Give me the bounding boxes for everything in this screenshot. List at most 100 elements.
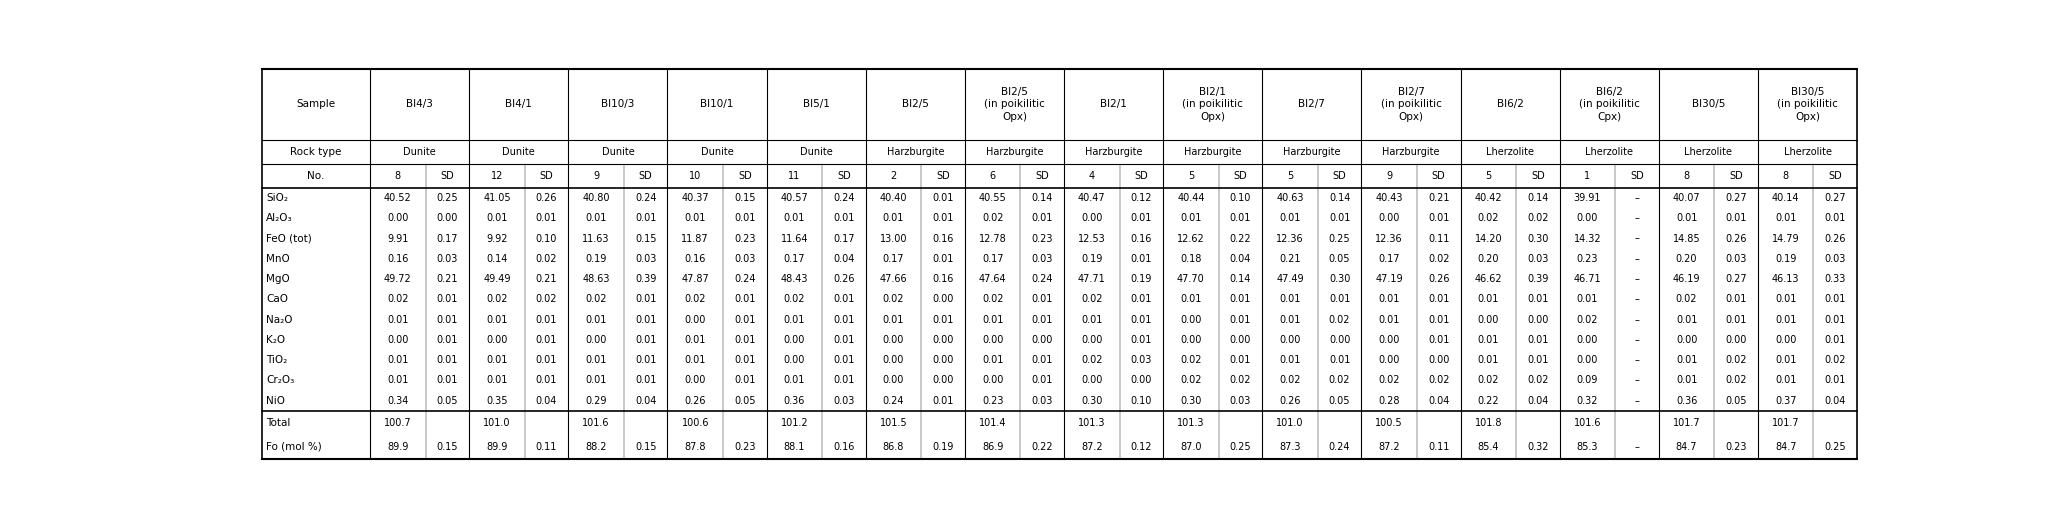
Text: 0.24: 0.24 bbox=[1031, 274, 1052, 284]
Text: 40.07: 40.07 bbox=[1672, 193, 1701, 203]
Text: 46.13: 46.13 bbox=[1771, 274, 1800, 284]
Text: 0.01: 0.01 bbox=[1528, 355, 1548, 365]
Text: 0.01: 0.01 bbox=[1131, 294, 1151, 304]
Text: 0.01: 0.01 bbox=[833, 375, 854, 385]
Text: 13.00: 13.00 bbox=[881, 233, 907, 244]
Text: 0.01: 0.01 bbox=[1428, 213, 1449, 223]
Text: 0.01: 0.01 bbox=[1528, 294, 1548, 304]
Text: Dunite: Dunite bbox=[701, 147, 734, 157]
Text: 101.7: 101.7 bbox=[1672, 418, 1701, 428]
Text: 0.39: 0.39 bbox=[1528, 274, 1548, 284]
Text: 0.01: 0.01 bbox=[833, 213, 854, 223]
Text: 84.7: 84.7 bbox=[1776, 442, 1796, 452]
Text: –: – bbox=[1635, 375, 1639, 385]
Text: 0.00: 0.00 bbox=[684, 375, 707, 385]
Text: 0.01: 0.01 bbox=[535, 355, 558, 365]
Text: BI10/3: BI10/3 bbox=[601, 99, 635, 110]
Text: 0.02: 0.02 bbox=[585, 294, 608, 304]
Text: 0.01: 0.01 bbox=[585, 315, 608, 325]
Text: 14.85: 14.85 bbox=[1672, 233, 1701, 244]
Text: 47.70: 47.70 bbox=[1176, 274, 1205, 284]
Text: 0.17: 0.17 bbox=[982, 254, 1002, 264]
Text: 8: 8 bbox=[1782, 171, 1788, 181]
Text: SD: SD bbox=[738, 171, 752, 181]
Text: 11: 11 bbox=[788, 171, 800, 181]
Text: 0.01: 0.01 bbox=[1279, 315, 1300, 325]
Text: BI30/5: BI30/5 bbox=[1691, 99, 1726, 110]
Text: 0.01: 0.01 bbox=[1478, 294, 1499, 304]
Text: 101.0: 101.0 bbox=[1275, 418, 1304, 428]
Text: 0.00: 0.00 bbox=[1676, 335, 1697, 345]
Text: 0.03: 0.03 bbox=[1031, 396, 1052, 406]
Text: 0.01: 0.01 bbox=[1577, 294, 1598, 304]
Text: 0.01: 0.01 bbox=[635, 335, 657, 345]
Text: 0.00: 0.00 bbox=[387, 213, 409, 223]
Text: 0.05: 0.05 bbox=[1329, 254, 1350, 264]
Text: 0.01: 0.01 bbox=[833, 315, 854, 325]
Text: 101.5: 101.5 bbox=[881, 418, 907, 428]
Text: 4: 4 bbox=[1089, 171, 1096, 181]
Text: 0.01: 0.01 bbox=[734, 315, 757, 325]
Text: MgO: MgO bbox=[267, 274, 289, 284]
Text: 0.01: 0.01 bbox=[1081, 315, 1102, 325]
Text: 8: 8 bbox=[395, 171, 401, 181]
Text: 0.23: 0.23 bbox=[982, 396, 1002, 406]
Text: –: – bbox=[1635, 274, 1639, 284]
Text: 0.26: 0.26 bbox=[684, 396, 707, 406]
Text: K₂O: K₂O bbox=[267, 335, 285, 345]
Text: 0.01: 0.01 bbox=[1230, 213, 1251, 223]
Text: 0.26: 0.26 bbox=[1726, 233, 1747, 244]
Text: 0.01: 0.01 bbox=[982, 315, 1002, 325]
Text: 0.02: 0.02 bbox=[1279, 375, 1300, 385]
Text: 101.8: 101.8 bbox=[1474, 418, 1503, 428]
Text: 100.5: 100.5 bbox=[1375, 418, 1403, 428]
Text: 0.25: 0.25 bbox=[1825, 442, 1846, 452]
Text: 46.19: 46.19 bbox=[1672, 274, 1701, 284]
Text: 0.26: 0.26 bbox=[1428, 274, 1449, 284]
Text: 0.14: 0.14 bbox=[486, 254, 508, 264]
Text: 0.00: 0.00 bbox=[1081, 375, 1102, 385]
Text: 0.01: 0.01 bbox=[1180, 294, 1201, 304]
Text: 0.01: 0.01 bbox=[635, 213, 657, 223]
Text: 0.19: 0.19 bbox=[932, 442, 953, 452]
Text: 0.24: 0.24 bbox=[635, 193, 657, 203]
Text: 101.6: 101.6 bbox=[583, 418, 610, 428]
Text: 0.02: 0.02 bbox=[1329, 375, 1350, 385]
Text: Harzburgite: Harzburgite bbox=[1284, 147, 1341, 157]
Text: 0.04: 0.04 bbox=[1825, 396, 1846, 406]
Text: 0.00: 0.00 bbox=[387, 335, 409, 345]
Text: 0.18: 0.18 bbox=[1180, 254, 1201, 264]
Text: 0.01: 0.01 bbox=[883, 315, 903, 325]
Text: 49.49: 49.49 bbox=[484, 274, 511, 284]
Text: 0.01: 0.01 bbox=[1825, 315, 1846, 325]
Text: 0.01: 0.01 bbox=[734, 335, 757, 345]
Text: 39.91: 39.91 bbox=[1573, 193, 1602, 203]
Text: 47.71: 47.71 bbox=[1077, 274, 1106, 284]
Text: 0.04: 0.04 bbox=[535, 396, 558, 406]
Text: –: – bbox=[1635, 193, 1639, 203]
Text: 0.17: 0.17 bbox=[1379, 254, 1399, 264]
Text: 0.01: 0.01 bbox=[486, 315, 508, 325]
Text: 40.80: 40.80 bbox=[583, 193, 610, 203]
Text: 0.16: 0.16 bbox=[1131, 233, 1151, 244]
Text: 87.3: 87.3 bbox=[1279, 442, 1300, 452]
Text: 40.14: 40.14 bbox=[1771, 193, 1800, 203]
Text: 0.01: 0.01 bbox=[1825, 375, 1846, 385]
Text: 86.8: 86.8 bbox=[883, 442, 903, 452]
Text: 0.00: 0.00 bbox=[783, 355, 804, 365]
Text: 0.00: 0.00 bbox=[1726, 335, 1747, 345]
Text: 0.01: 0.01 bbox=[932, 315, 953, 325]
Text: Dunite: Dunite bbox=[601, 147, 635, 157]
Text: 49.72: 49.72 bbox=[384, 274, 411, 284]
Text: 0.01: 0.01 bbox=[1031, 375, 1052, 385]
Text: 101.2: 101.2 bbox=[781, 418, 808, 428]
Text: 9: 9 bbox=[593, 171, 599, 181]
Text: 88.1: 88.1 bbox=[783, 442, 804, 452]
Text: 0.00: 0.00 bbox=[1230, 335, 1251, 345]
Text: SD: SD bbox=[1730, 171, 1742, 181]
Text: 0.35: 0.35 bbox=[486, 396, 508, 406]
Text: 0.01: 0.01 bbox=[1031, 294, 1052, 304]
Text: 0.16: 0.16 bbox=[932, 274, 953, 284]
Text: 11.87: 11.87 bbox=[682, 233, 709, 244]
Text: 0.02: 0.02 bbox=[1230, 375, 1251, 385]
